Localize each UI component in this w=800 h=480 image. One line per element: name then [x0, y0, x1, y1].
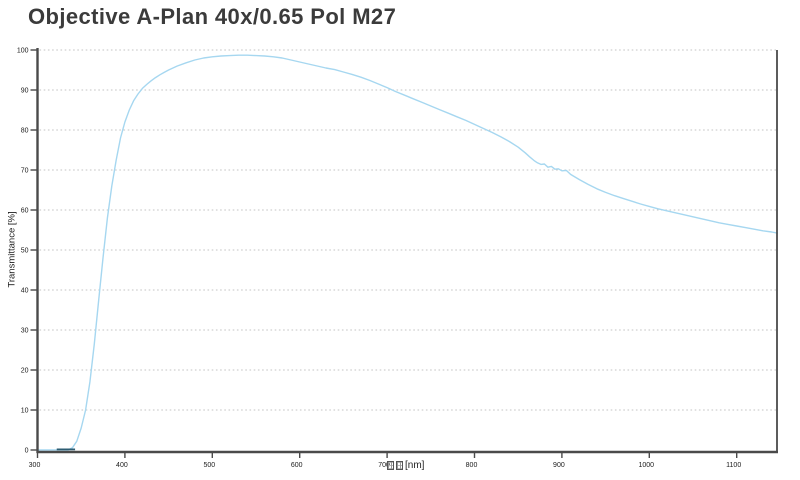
y-tick-label: 20	[21, 368, 29, 375]
x-tick-label: 700	[378, 462, 390, 469]
x-tick-label: 1000	[639, 462, 655, 469]
x-tick-label: 500	[203, 462, 215, 469]
y-tick-label: 40	[21, 288, 29, 295]
x-tick-label: 900	[553, 462, 565, 469]
x-tick-label: 600	[291, 462, 303, 469]
y-tick-label: 0	[25, 448, 29, 455]
gridlines	[39, 49, 776, 411]
x-tick-label: 400	[116, 462, 128, 469]
x-tick-label: 1100	[726, 462, 741, 469]
tick-marks-and-labels: 0 10 20 30 40 50 60 70 80 90 100 300 400 500 600 700 800…	[17, 48, 742, 470]
y-tick-label: 80	[21, 128, 29, 135]
y-tick-label: 70	[21, 168, 29, 175]
x-tick-label: 800	[466, 462, 478, 469]
missing-glyph-box-icon	[396, 461, 403, 470]
x-axis-unit: [nm]	[405, 460, 425, 471]
axes	[36, 48, 778, 454]
y-tick-label: 60	[21, 208, 29, 215]
chart-title: Objective A-Plan 40x/0.65 Pol M27	[28, 4, 397, 29]
y-tick-label: 10	[21, 408, 29, 415]
y-tick-label: 30	[21, 328, 29, 335]
y-tick-label: 50	[21, 248, 29, 255]
x-tick-label: 300	[29, 462, 41, 469]
transmittance-curve	[37, 54, 778, 451]
y-tick-label: 100	[17, 48, 29, 55]
x-axis-label: [nm]	[387, 460, 424, 471]
y-tick-label: 90	[21, 88, 29, 95]
missing-glyph-box-icon	[387, 461, 394, 470]
